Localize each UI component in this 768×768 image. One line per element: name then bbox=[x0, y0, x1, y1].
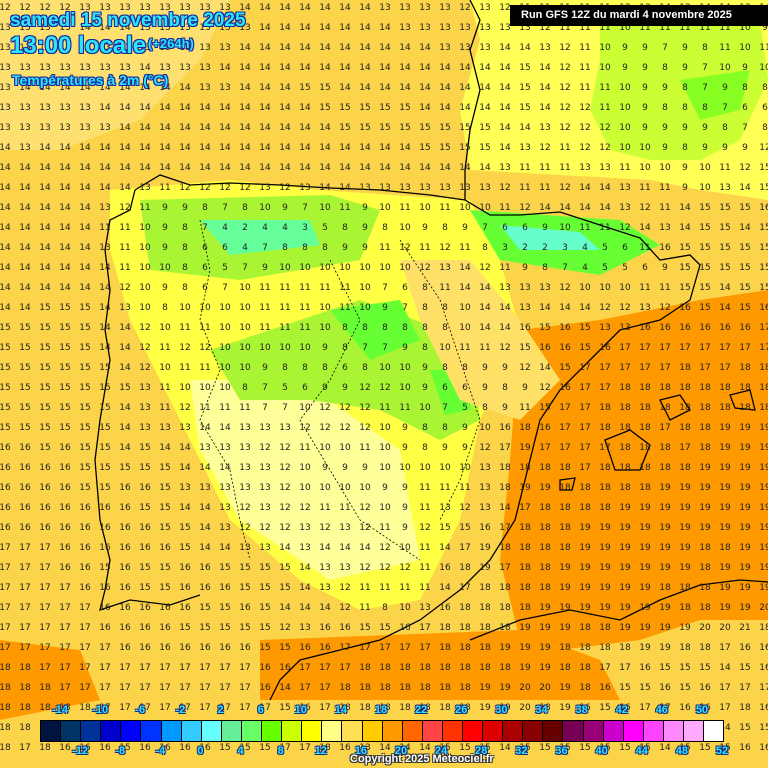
legend-label: 18 bbox=[374, 704, 388, 716]
legend-swatch bbox=[241, 721, 263, 741]
legend-label: -10 bbox=[92, 704, 109, 716]
legend-swatch bbox=[643, 721, 664, 741]
legend-label: 6 bbox=[257, 704, 264, 716]
legend-swatch bbox=[523, 721, 544, 741]
legend-label: 14 bbox=[334, 704, 347, 716]
legend-label: 36 bbox=[555, 745, 568, 757]
legend-swatch bbox=[201, 721, 222, 741]
legend-swatch bbox=[483, 721, 504, 741]
legend-label: 26 bbox=[455, 704, 468, 716]
legend-label: 12 bbox=[314, 745, 327, 757]
legend-swatch bbox=[663, 721, 684, 741]
legend-label: 2 bbox=[217, 704, 224, 716]
zone-central-green2 bbox=[330, 300, 420, 360]
legend-label: 32 bbox=[515, 745, 528, 757]
legend-label: 16 bbox=[354, 745, 368, 757]
legend-label: -4 bbox=[155, 745, 166, 757]
legend-label: 30 bbox=[495, 704, 508, 716]
zone-france-green bbox=[680, 70, 750, 120]
legend-swatch bbox=[603, 721, 624, 741]
legend-label: 24 bbox=[435, 745, 448, 757]
legend-label: 42 bbox=[615, 704, 628, 716]
legend-label: 46 bbox=[655, 704, 668, 716]
legend-label: 44 bbox=[635, 745, 648, 757]
legend-swatch bbox=[81, 721, 102, 741]
legend-label: 4 bbox=[237, 745, 244, 757]
zone-pyrenees-cyan bbox=[500, 225, 600, 250]
legend-label: 28 bbox=[475, 745, 488, 757]
legend-label: 0 bbox=[197, 745, 204, 757]
legend-label: -2 bbox=[175, 704, 186, 716]
legend-swatch bbox=[101, 721, 122, 741]
legend-label: 8 bbox=[277, 745, 284, 757]
legend-swatch bbox=[503, 721, 524, 741]
legend-swatch bbox=[623, 721, 644, 741]
legend-label: 48 bbox=[675, 745, 688, 757]
legend-swatch bbox=[121, 721, 142, 741]
legend-swatch bbox=[462, 721, 484, 741]
forecast-time: 13:00 locale bbox=[10, 32, 147, 59]
legend-swatch bbox=[402, 721, 423, 741]
legend-label: -12 bbox=[72, 745, 89, 757]
legend-swatch bbox=[302, 721, 323, 741]
zone-cool-nw bbox=[0, 0, 230, 150]
legend-label: 52 bbox=[715, 745, 729, 757]
legend-swatch bbox=[362, 721, 383, 741]
legend-swatch bbox=[141, 721, 162, 741]
legend-swatch bbox=[262, 721, 283, 741]
legend-swatch bbox=[684, 721, 705, 741]
legend-swatch bbox=[422, 721, 443, 741]
legend-label: 22 bbox=[414, 704, 428, 716]
legend-swatch bbox=[704, 721, 724, 741]
legend-swatch bbox=[382, 721, 403, 741]
legend-label: 40 bbox=[595, 745, 608, 757]
legend-swatch bbox=[61, 721, 82, 741]
legend-swatch bbox=[221, 721, 242, 741]
borders bbox=[199, 219, 481, 561]
legend-label: 10 bbox=[294, 704, 307, 716]
zone-iberia-cream bbox=[190, 380, 420, 580]
legend-swatch bbox=[322, 721, 343, 741]
legend-swatch bbox=[181, 721, 202, 741]
legend-swatch bbox=[563, 721, 584, 741]
copyright-notice: Copyright 2025 Meteociel.fr bbox=[350, 753, 494, 765]
legend-swatch bbox=[342, 721, 363, 741]
legend-swatch bbox=[543, 721, 564, 741]
variable-title: Températures à 2m (°C) bbox=[12, 72, 169, 88]
legend-label: -14 bbox=[52, 704, 68, 716]
color-scale-legend bbox=[40, 720, 724, 742]
legend-swatch bbox=[282, 721, 303, 741]
legend-label: 50 bbox=[695, 704, 709, 716]
zone-france-lime bbox=[590, 20, 768, 160]
zone-cantabria-mint bbox=[200, 220, 320, 255]
legend-label: 38 bbox=[575, 704, 588, 716]
zone-sw-warm bbox=[0, 640, 100, 720]
legend-label: 34 bbox=[535, 704, 548, 716]
legend-label: 20 bbox=[394, 745, 408, 757]
forecast-date: samedi 15 novembre 2025 bbox=[10, 10, 246, 31]
run-info-banner: Run GFS 12Z du mardi 4 novembre 2025 bbox=[510, 5, 768, 26]
legend-swatch bbox=[442, 721, 463, 741]
legend-label: -8 bbox=[115, 745, 126, 757]
legend-swatch bbox=[161, 721, 182, 741]
legend-swatch bbox=[583, 721, 604, 741]
forecast-lead-hours: (+264h) bbox=[148, 36, 194, 51]
legend-swatch bbox=[41, 721, 62, 741]
coastlines bbox=[94, 0, 768, 701]
legend-label: -6 bbox=[135, 704, 146, 716]
